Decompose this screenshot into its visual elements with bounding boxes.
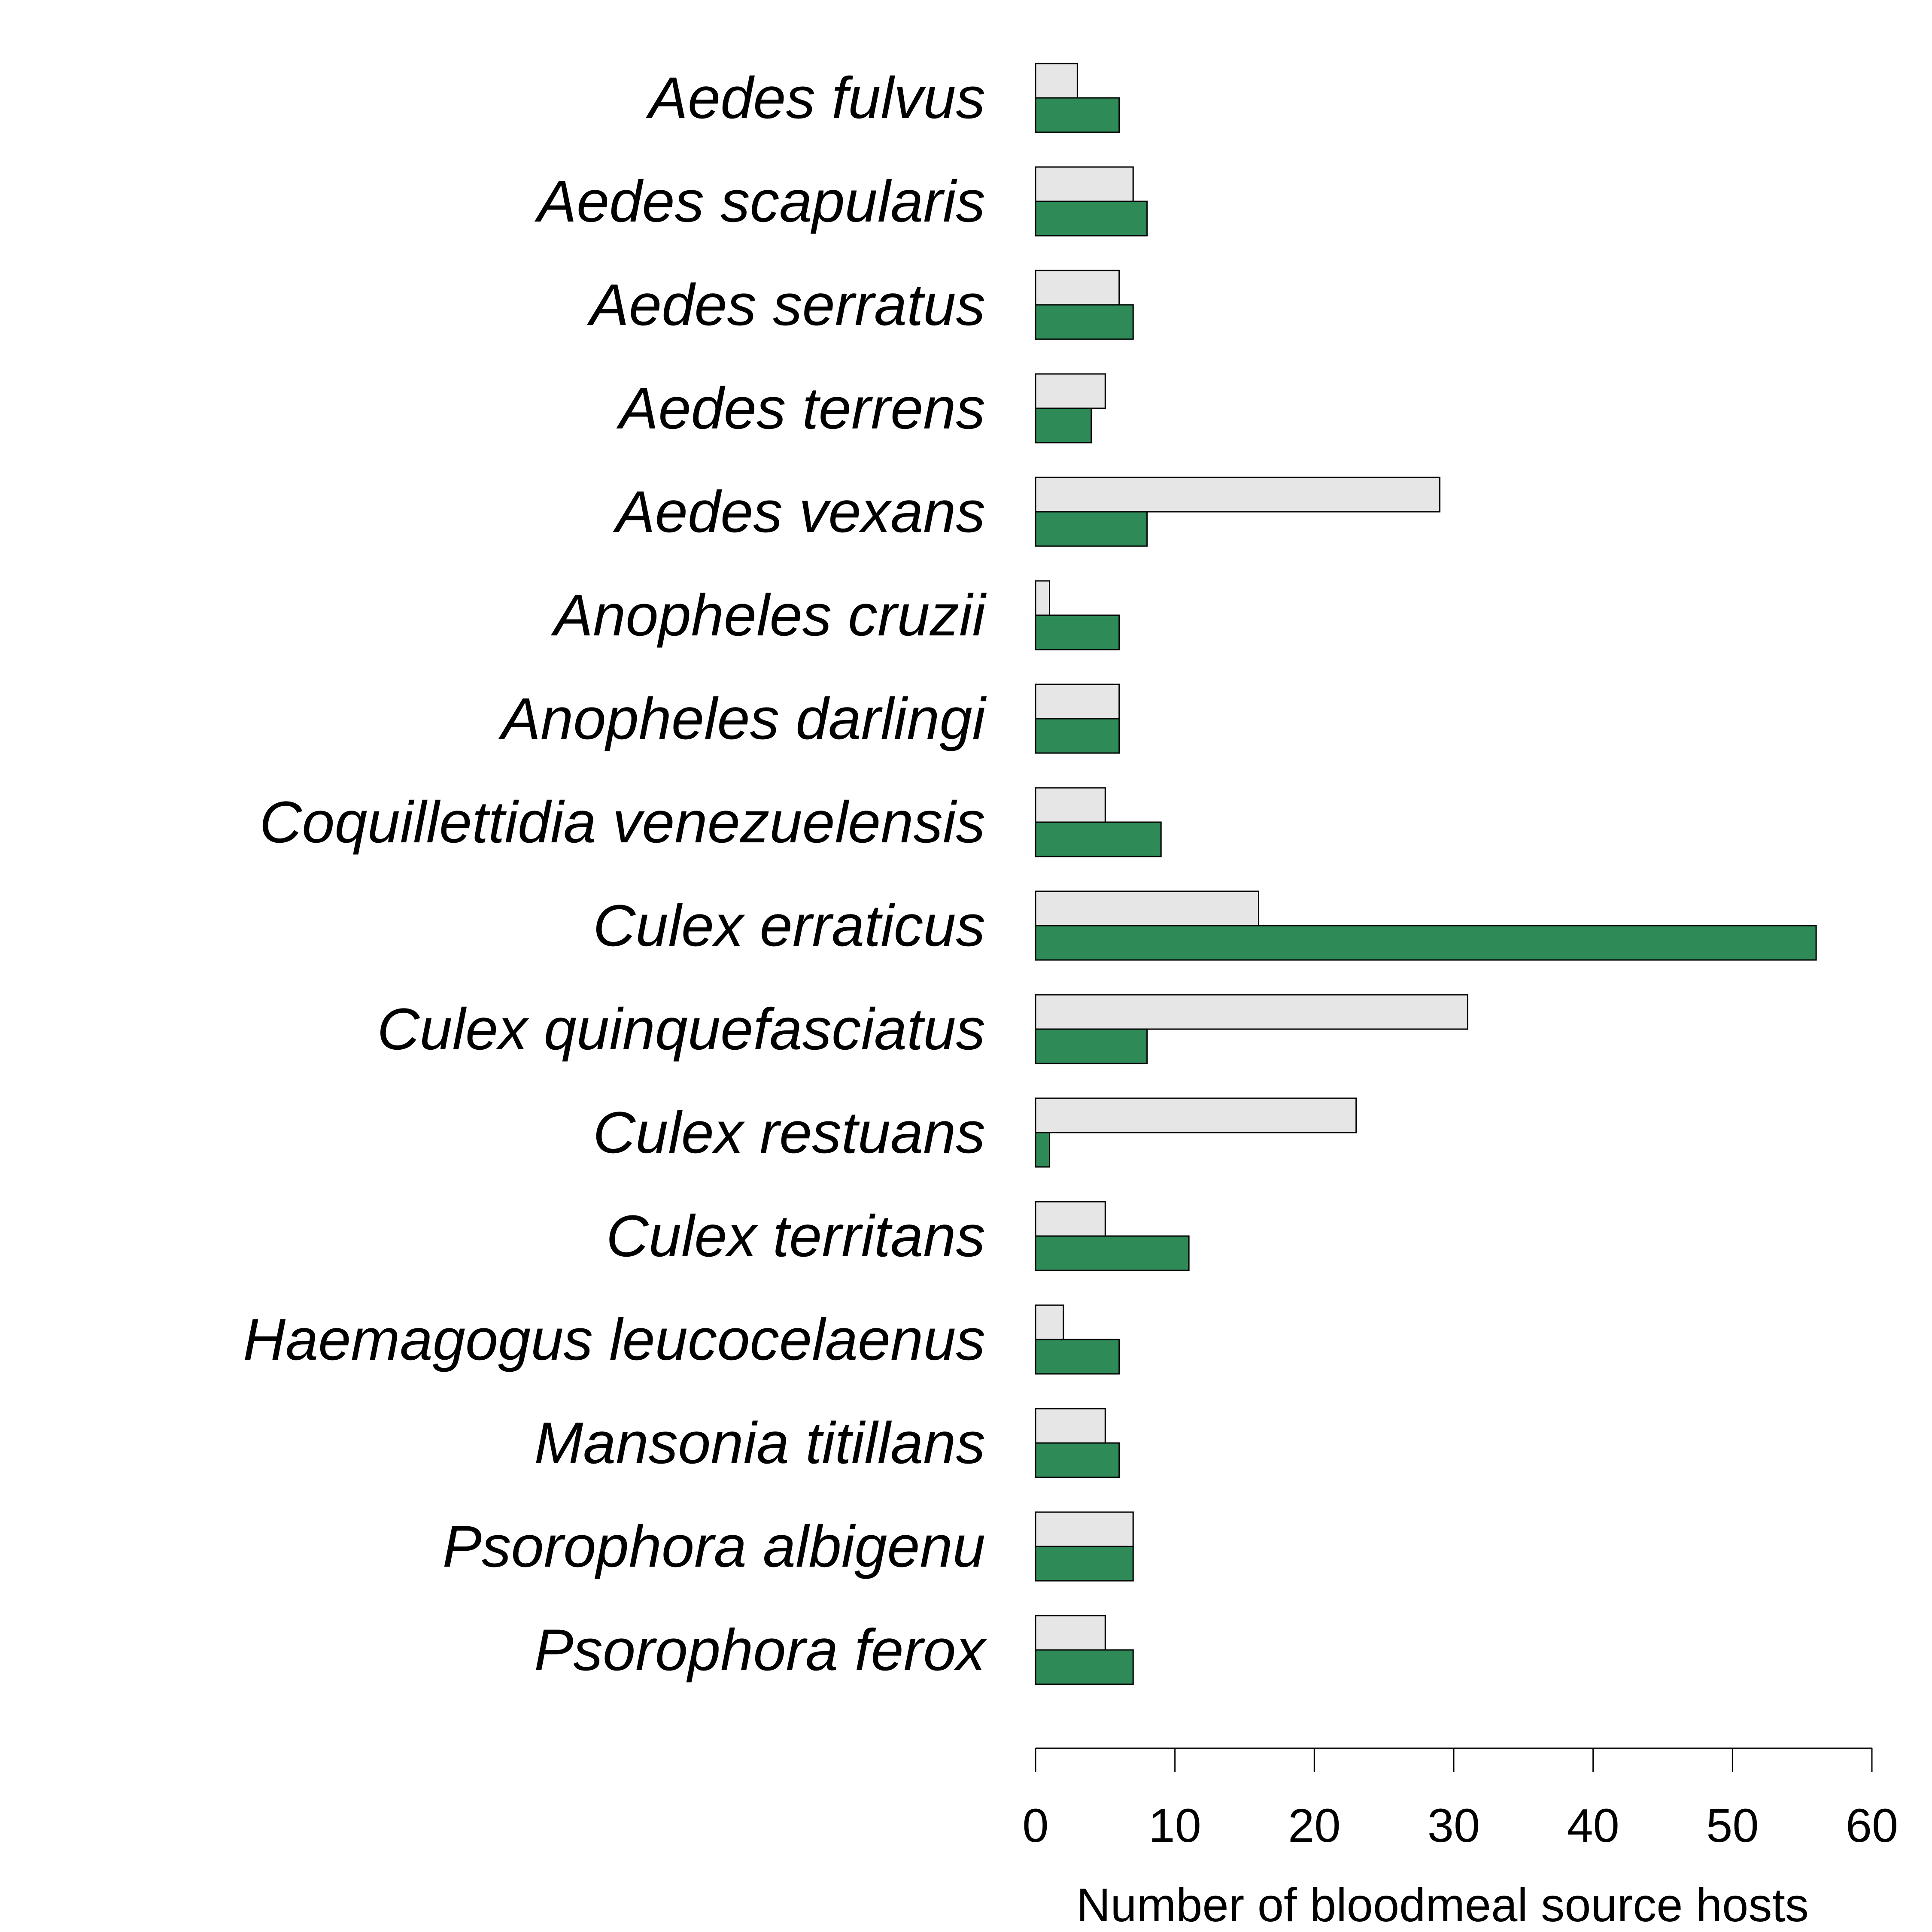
bar-green [1035,1546,1134,1582]
category-label: Mansonia titillans [534,1410,985,1476]
bar-green [1035,1132,1050,1168]
x-axis: 0 10 20 30 40 50 60 [1022,1747,1898,1852]
bar-green [1035,821,1162,857]
bar-green [1035,1339,1120,1375]
category-label: Anopheles cruzii [551,583,987,648]
category-label: Aedes serratus [587,272,985,338]
bar-light [1035,787,1106,823]
bar-green [1035,718,1120,754]
bar-light [1035,1201,1106,1237]
bar-light [1035,1615,1106,1651]
x-tick-label: 0 [1022,1799,1048,1852]
bar-light [1035,683,1120,720]
bar-green [1035,1235,1190,1271]
category-label: Psorophora albigenu [443,1514,985,1580]
bar-green [1035,1649,1134,1685]
x-tick-label: 10 [1148,1799,1201,1852]
bar-light [1035,270,1120,306]
bar-light [1035,580,1050,616]
x-tick-label: 50 [1706,1799,1759,1852]
x-tick-label: 60 [1846,1799,1898,1852]
bar-green [1035,511,1148,547]
bar-green [1035,614,1120,650]
category-label: Haemagogus leucocelaenus [243,1307,985,1373]
category-label: Anopheles darlingi [498,686,987,752]
bar-green [1035,200,1148,237]
x-tick-label: 40 [1567,1799,1619,1852]
x-tick-label: 20 [1288,1799,1340,1852]
bar-light [1035,994,1468,1030]
category-label: Culex quinquefasciatus [377,996,985,1062]
bar-light [1035,1304,1064,1340]
category-label: Culex erraticus [593,893,985,959]
category-label: Aedes fulvus [646,65,985,131]
bar-green [1035,925,1817,961]
bar-green [1035,1028,1148,1064]
category-label: Coquillettidia venezuelensis [259,790,985,855]
category-label: Aedes vexans [613,479,985,545]
category-label: Culex restuans [593,1100,985,1166]
bar-green [1035,407,1092,444]
bar-light [1035,1097,1357,1133]
bar-light [1035,166,1134,202]
bar-green [1035,97,1120,133]
category-labels: Aedes fulvus Aedes scapularis Aedes serrat… [243,65,987,1683]
bar-light [1035,63,1078,99]
x-axis-title: Number of bloodmeal source hosts [1076,1879,1809,1932]
bar-light [1035,1408,1106,1444]
bar-light [1035,477,1441,513]
bar-light [1035,373,1106,409]
bar-light [1035,1511,1134,1547]
category-label: Aedes scapularis [535,169,985,234]
bar-light [1035,890,1259,927]
bar-green [1035,304,1134,340]
category-label: Culex territans [606,1203,985,1269]
bar-green [1035,1442,1120,1478]
category-label: Aedes terrens [616,376,985,441]
bars [1035,63,1817,1685]
category-label: Psorophora ferox [534,1617,987,1683]
x-tick-label: 30 [1428,1799,1480,1852]
